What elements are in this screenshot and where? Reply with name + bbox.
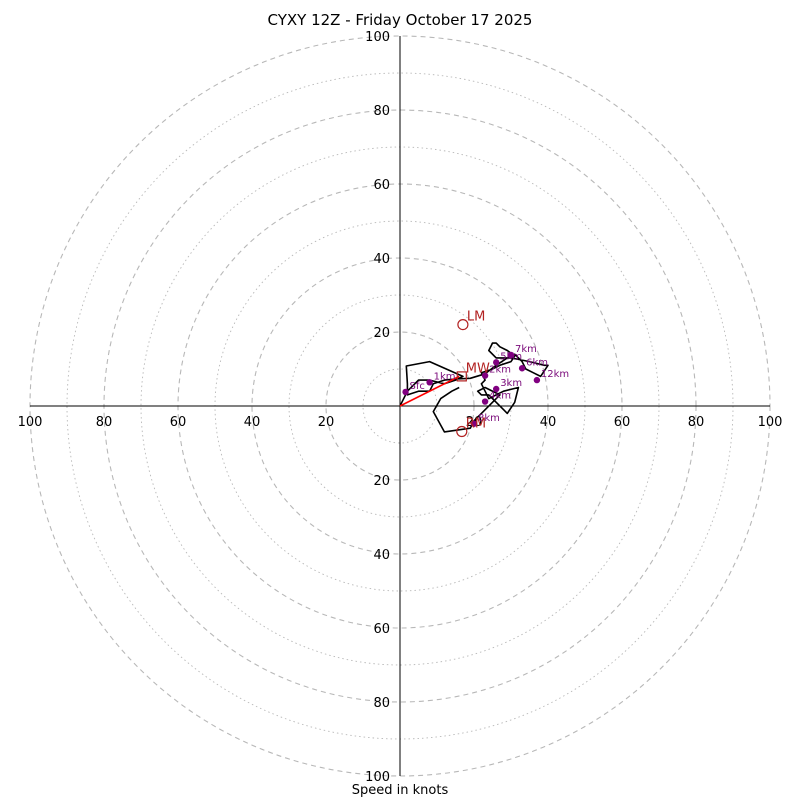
height-label-6km: 6km (526, 357, 548, 368)
tick-labels: 2020202040404040606060608080808010010010… (18, 30, 783, 785)
height-label-3km: 3km (500, 378, 522, 389)
height-label-1km: 1km (434, 371, 456, 382)
height-label-4km: 4km (489, 391, 511, 402)
height-label-2km: 2km (489, 365, 511, 376)
tick-label-left-100: 100 (18, 415, 43, 430)
tick-label-bottom-100: 100 (365, 770, 390, 785)
tick-label-bottom-40: 40 (373, 548, 390, 563)
height-marker-5km (493, 359, 500, 366)
height-marker-7km (507, 351, 515, 359)
shear-vector (399, 375, 460, 407)
tick-label-left-40: 40 (244, 415, 261, 430)
hodograph-trace-group (399, 342, 549, 433)
storm-motion-LM (457, 319, 469, 331)
tick-label-bottom-80: 80 (373, 696, 390, 711)
height-marker-4km (481, 398, 489, 405)
storm-motion-label-LM: LM (467, 310, 485, 325)
height-label-7km: 7km (515, 344, 537, 355)
height-marker-3km (493, 385, 500, 393)
tick-label-bottom-60: 60 (373, 622, 390, 637)
height-label-Sfc: Sfc (410, 381, 425, 392)
x-axis-label: Speed in knots (351, 783, 449, 798)
tick-label-top-20: 20 (373, 326, 390, 341)
storm-motion-markers: LM MW RM (456, 310, 490, 438)
storm-motion-label-RM: RM (466, 417, 486, 432)
height-marker-12km (533, 376, 541, 384)
height-marker-1km (426, 379, 433, 386)
height-marker-6km (518, 365, 526, 372)
tick-label-bottom-20: 20 (373, 474, 390, 489)
chart-title: CYXY 12Z - Friday October 17 2025 (267, 11, 533, 29)
height-marker-8km (470, 420, 478, 427)
height-marker-Sfc (402, 388, 409, 396)
height-markers: Sfc1km2km3km4km5km6km7km8km12km (402, 344, 569, 427)
tick-label-right-40: 40 (540, 415, 557, 430)
height-marker-2km (481, 372, 489, 379)
tick-label-top-60: 60 (373, 178, 390, 193)
tick-label-left-80: 80 (96, 415, 113, 430)
height-label-12km: 12km (541, 369, 569, 380)
height-label-8km: 8km (478, 413, 500, 424)
tick-label-left-60: 60 (170, 415, 187, 430)
tick-label-right-60: 60 (614, 415, 631, 430)
storm-motion-MW (456, 371, 467, 382)
tick-label-top-40: 40 (373, 252, 390, 267)
tick-label-right-100: 100 (758, 415, 783, 430)
storm-motion-RM (456, 425, 468, 438)
tick-label-top-100: 100 (365, 30, 390, 45)
tick-label-right-80: 80 (688, 415, 705, 430)
hodograph-trace (399, 342, 549, 433)
storm-motion-label-MW: MW (466, 361, 490, 376)
tick-label-left-20: 20 (318, 415, 335, 430)
tick-label-top-80: 80 (373, 104, 390, 119)
